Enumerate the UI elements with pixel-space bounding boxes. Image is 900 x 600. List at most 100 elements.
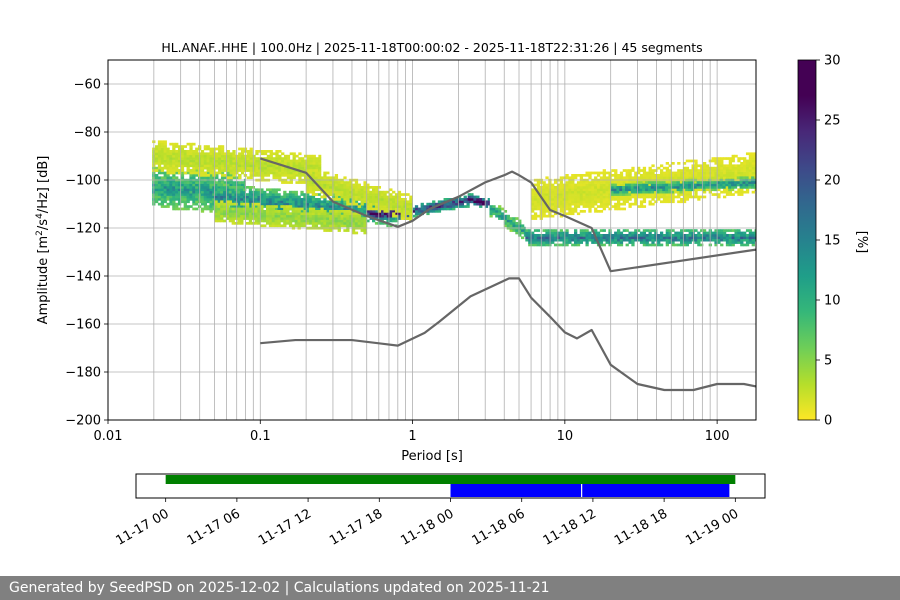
psd-cell <box>291 219 296 223</box>
psd-cell <box>743 162 747 165</box>
psd-cell <box>588 200 592 204</box>
psd-cell <box>694 169 698 172</box>
psd-cell <box>662 198 667 201</box>
psd-cell <box>163 142 167 146</box>
psd-cell <box>625 195 629 199</box>
psd-cell <box>231 207 235 211</box>
psd-cell <box>531 205 535 208</box>
psd-cell <box>200 176 205 180</box>
psd-cell <box>292 174 296 177</box>
psd-cell <box>369 200 373 204</box>
psd-cell <box>172 147 176 151</box>
psd-cell <box>220 176 225 180</box>
psd-cell <box>248 205 253 208</box>
psd-cell <box>223 202 227 206</box>
psd-cell <box>556 243 561 247</box>
psd-cell <box>714 162 718 165</box>
psd-cell <box>737 174 741 177</box>
psd-cell <box>300 222 304 225</box>
psd-cell <box>403 210 407 213</box>
psd-cell <box>680 231 684 235</box>
y-tick-label: −140 <box>65 270 101 285</box>
psd-cell <box>386 214 391 218</box>
psd-cell <box>668 236 672 240</box>
psd-cell <box>268 224 273 228</box>
psd-cell <box>748 171 753 175</box>
psd-cell <box>297 207 301 211</box>
psd-cell <box>617 176 621 180</box>
psd-cell <box>252 174 256 177</box>
psd-cell <box>588 190 592 194</box>
psd-cell <box>378 217 382 220</box>
psd-cell <box>220 202 224 206</box>
psd-cell <box>616 229 621 232</box>
psd-cell <box>225 205 230 208</box>
psd-cell <box>157 181 162 184</box>
psd-cell <box>748 186 752 189</box>
psd-cell <box>585 243 589 247</box>
psd-cell <box>303 195 307 199</box>
psd-cell <box>180 154 185 158</box>
timeline-tick-label: 11-18 00 <box>398 506 456 548</box>
psd-cell <box>363 200 367 204</box>
psd-cell <box>317 193 321 196</box>
psd-cell <box>389 212 393 216</box>
psd-cell <box>160 159 165 163</box>
psd-cell <box>277 200 281 204</box>
psd-cell <box>627 183 632 187</box>
psd-cell <box>665 234 669 237</box>
psd-cell <box>360 229 364 232</box>
psd-cell <box>303 200 307 204</box>
psd-cell <box>163 171 167 175</box>
psd-cell <box>665 176 669 180</box>
psd-cell <box>301 181 305 184</box>
psd-cell <box>582 195 586 199</box>
psd-cell <box>363 219 367 223</box>
psd-cell <box>553 205 558 208</box>
psd-cell <box>229 176 233 180</box>
psd-cell <box>599 190 604 194</box>
psd-cell <box>363 193 367 196</box>
psd-cell <box>574 198 578 201</box>
psd-cell <box>369 198 373 201</box>
psd-cell <box>542 236 546 240</box>
psd-cell <box>576 238 581 242</box>
psd-cell <box>195 193 199 196</box>
psd-cell <box>685 198 690 201</box>
psd-cell <box>228 190 233 194</box>
psd-cell <box>616 236 621 240</box>
psd-cell <box>183 157 187 160</box>
psd-cell <box>565 234 569 237</box>
psd-cell <box>206 181 210 184</box>
psd-cell <box>215 157 219 160</box>
psd-cell <box>225 212 230 216</box>
psd-cell <box>212 150 216 153</box>
psd-cell <box>195 157 199 160</box>
psd-cell <box>432 207 436 211</box>
psd-cell <box>386 224 390 228</box>
psd-cell <box>306 207 310 211</box>
psd-cell <box>492 205 496 208</box>
psd-cell <box>685 229 690 232</box>
psd-cell <box>562 183 566 187</box>
psd-cell <box>740 243 744 247</box>
psd-cell <box>754 174 757 177</box>
psd-cell <box>266 198 270 201</box>
psd-cell <box>337 188 341 192</box>
psd-cell <box>528 238 532 242</box>
psd-cell <box>329 212 333 216</box>
psd-cell <box>372 205 376 208</box>
psd-cell <box>234 205 238 208</box>
psd-cell <box>363 231 367 235</box>
psd-cell <box>551 238 555 242</box>
psd-cell <box>628 190 632 194</box>
psd-cell <box>659 169 664 172</box>
psd-cell <box>702 164 707 168</box>
psd-cell <box>728 174 733 177</box>
psd-cell <box>286 171 291 175</box>
psd-cell <box>694 181 698 184</box>
psd-cell <box>326 186 330 189</box>
psd-cell <box>206 171 210 175</box>
psd-cell <box>723 171 727 175</box>
psd-cell <box>209 195 213 199</box>
